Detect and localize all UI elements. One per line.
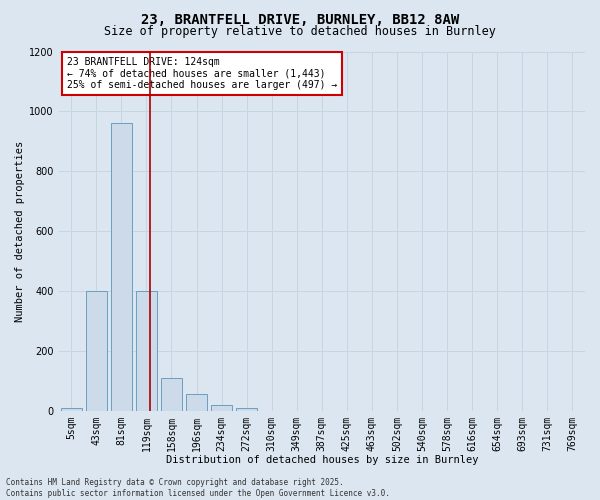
Text: 23 BRANTFELL DRIVE: 124sqm
← 74% of detached houses are smaller (1,443)
25% of s: 23 BRANTFELL DRIVE: 124sqm ← 74% of deta…: [67, 57, 337, 90]
Text: Contains HM Land Registry data © Crown copyright and database right 2025.
Contai: Contains HM Land Registry data © Crown c…: [6, 478, 390, 498]
Bar: [110, 124, 132, 410]
Text: 23, BRANTFELL DRIVE, BURNLEY, BB12 8AW: 23, BRANTFELL DRIVE, BURNLEY, BB12 8AW: [141, 12, 459, 26]
Bar: [61, 408, 82, 410]
Bar: [186, 394, 207, 410]
X-axis label: Distribution of detached houses by size in Burnley: Distribution of detached houses by size …: [166, 455, 478, 465]
Bar: [86, 291, 107, 410]
Bar: [236, 408, 257, 410]
Bar: [136, 291, 157, 410]
Y-axis label: Number of detached properties: Number of detached properties: [15, 140, 25, 322]
Bar: [161, 378, 182, 410]
Text: Size of property relative to detached houses in Burnley: Size of property relative to detached ho…: [104, 25, 496, 38]
Bar: [211, 404, 232, 410]
